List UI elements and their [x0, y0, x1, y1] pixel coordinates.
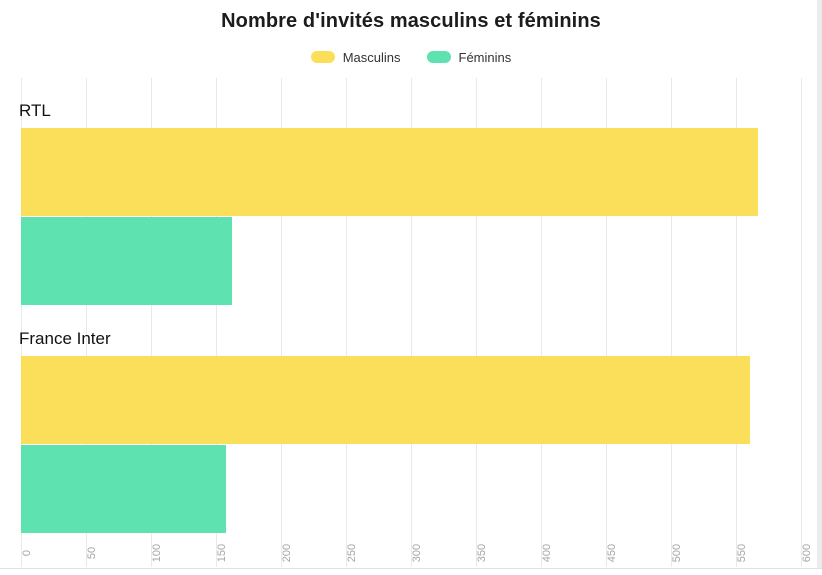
gridline	[86, 78, 87, 567]
gridline	[801, 78, 802, 567]
gridline	[606, 78, 607, 567]
legend-item-masculins[interactable]: Masculins	[310, 49, 401, 65]
gridline	[21, 78, 22, 567]
category-group: RTL	[19, 78, 801, 305]
x-tick-label: 350	[476, 543, 488, 563]
legend-label: Masculins	[342, 49, 401, 65]
chart-title: Nombre d'invités masculins et féminins	[221, 10, 601, 32]
x-tick-label: 100	[151, 543, 163, 563]
gridline	[216, 78, 217, 567]
gridline	[281, 78, 282, 567]
x-tick-label: 300	[411, 543, 423, 563]
x-tick-label: 550	[736, 543, 748, 563]
gridline	[346, 78, 347, 567]
gridline	[476, 78, 477, 567]
legend-label: Féminins	[458, 49, 512, 65]
gridline	[736, 78, 737, 567]
chart-legend: Masculins Féminins	[0, 47, 822, 67]
x-tick-label: 50	[86, 546, 98, 560]
category-group: France Inter	[19, 306, 801, 533]
x-tick-label: 0	[21, 549, 33, 557]
x-tick-label: 500	[671, 543, 683, 563]
plot-area: RTL France Inter	[19, 78, 801, 534]
x-axis: 0 50 100 150 200 250 300 350 400 450 500 550 600	[21, 541, 813, 567]
x-tick-label: 450	[606, 543, 618, 563]
legend-swatch-icon	[426, 51, 451, 63]
page-bottom-border	[0, 568, 822, 569]
gridline	[671, 78, 672, 567]
x-tick-label: 400	[541, 543, 553, 563]
bar-masculins-rtl	[21, 128, 759, 216]
category-label: RTL	[19, 101, 51, 120]
bar-féminins-rtl	[21, 217, 232, 305]
gridline	[541, 78, 542, 567]
gridline	[151, 78, 152, 567]
x-tick-label: 250	[346, 543, 358, 563]
legend-swatch-icon	[310, 51, 335, 63]
x-tick-label: 600	[801, 543, 813, 563]
legend-item-féminins[interactable]: Féminins	[426, 49, 512, 65]
x-tick-label: 200	[281, 543, 293, 563]
gridlines	[21, 78, 802, 567]
gridline	[411, 78, 412, 567]
category-label: France Inter	[19, 329, 111, 348]
window-edge	[817, 0, 822, 568]
bar-féminins-france-inter	[21, 445, 227, 533]
x-tick-label: 150	[216, 543, 228, 563]
bar-masculins-france-inter	[21, 356, 751, 444]
